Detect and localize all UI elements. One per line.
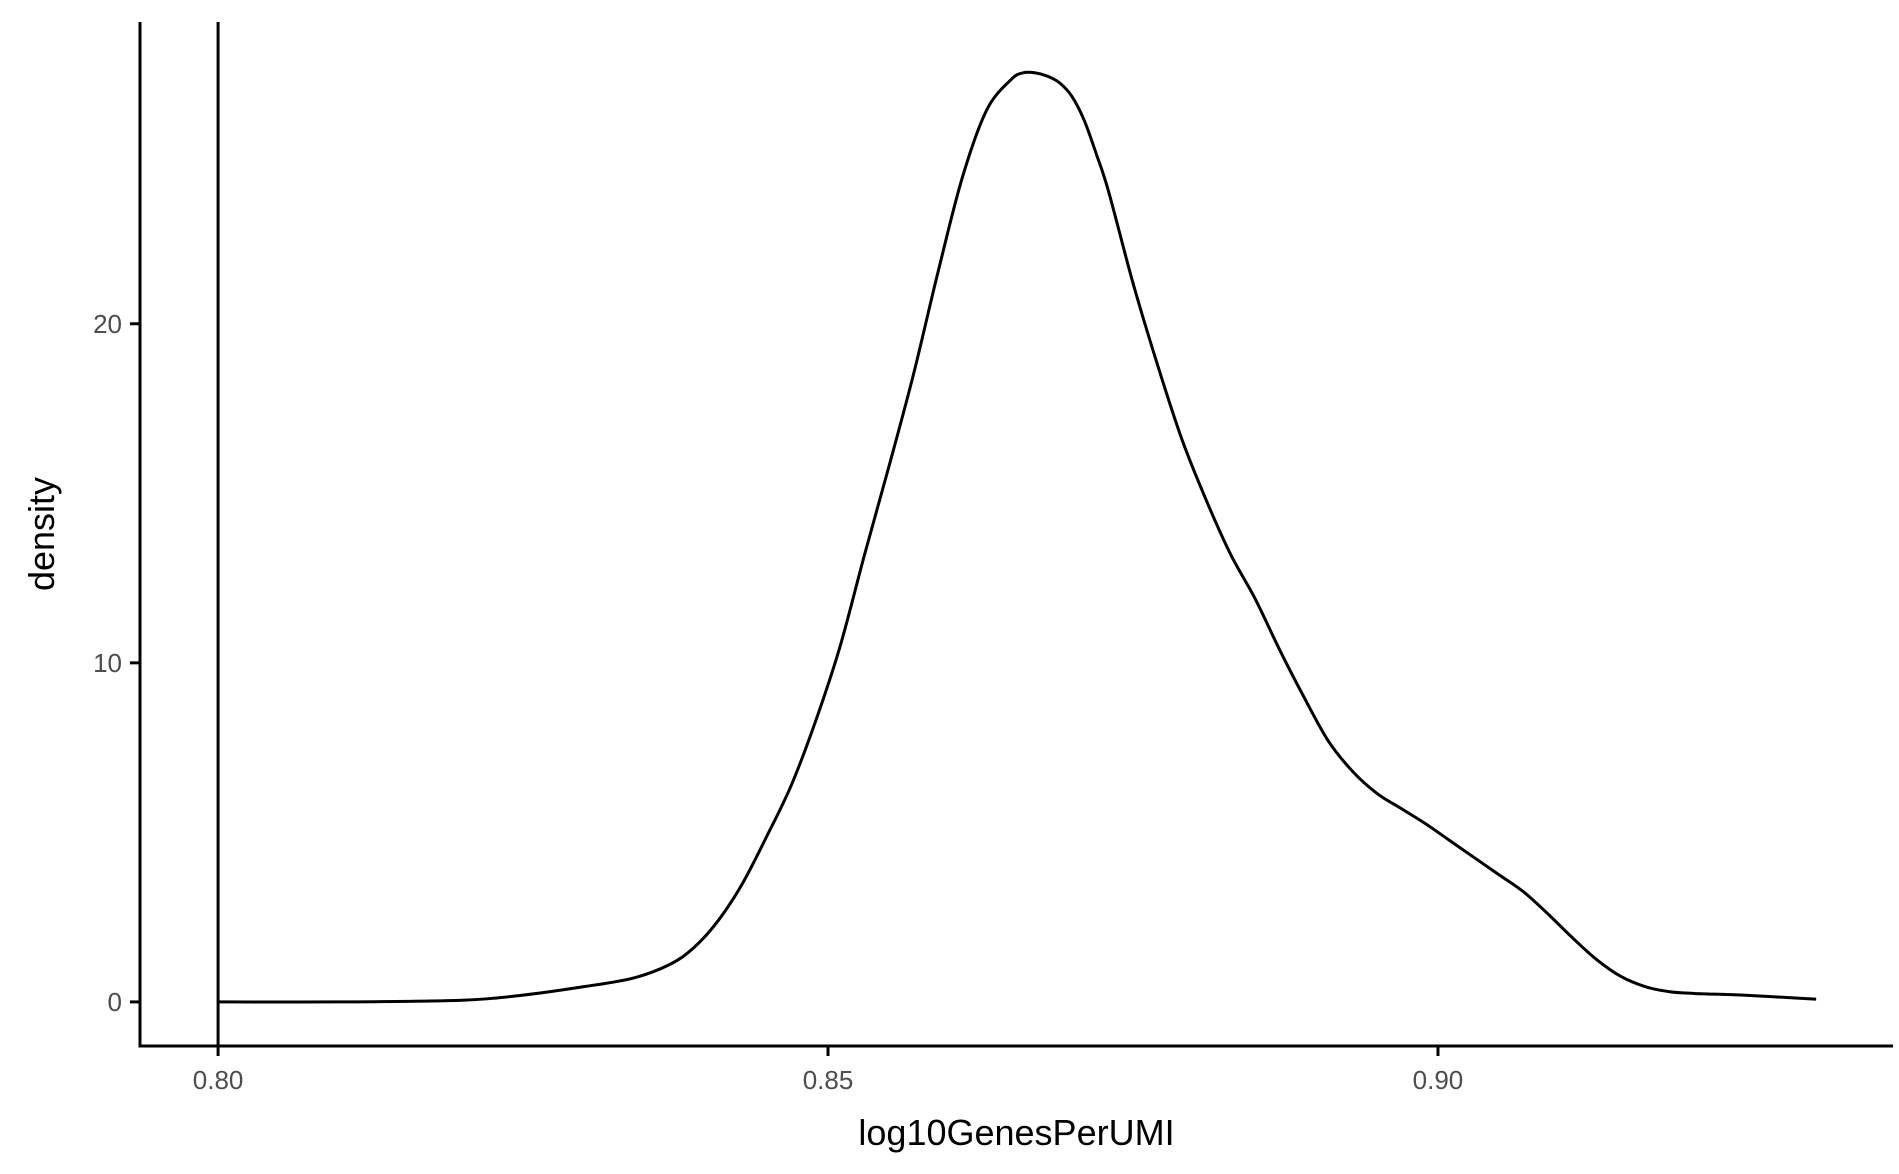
y-tick-label: 10 bbox=[93, 648, 122, 678]
x-axis-title: log10GenesPerUMI bbox=[858, 1112, 1174, 1153]
density-curve bbox=[218, 70, 1817, 1004]
x-tick-label: 0.80 bbox=[193, 1065, 244, 1095]
y-tick-label: 0 bbox=[108, 987, 122, 1017]
y-ticks: 0 10 20 bbox=[93, 309, 140, 1017]
x-ticks: 0.80 0.85 0.90 bbox=[193, 1046, 1464, 1095]
axes-layer bbox=[138, 22, 1893, 1048]
x-tick-label: 0.90 bbox=[1413, 1065, 1464, 1095]
y-axis-title: density bbox=[21, 477, 62, 591]
x-tick-label: 0.85 bbox=[803, 1065, 854, 1095]
y-tick-label: 20 bbox=[93, 309, 122, 339]
marks-layer bbox=[216, 22, 1817, 1046]
